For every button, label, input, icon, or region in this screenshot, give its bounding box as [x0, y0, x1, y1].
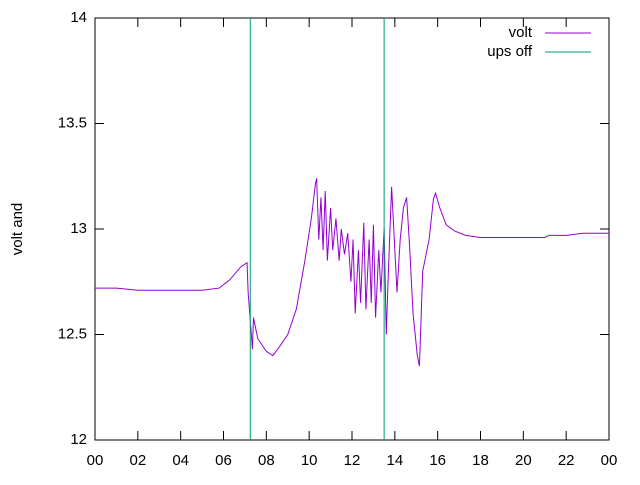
y-axis-label: volt and — [9, 203, 26, 256]
x-tick-label: 20 — [515, 452, 532, 469]
x-tick-label: 02 — [129, 452, 146, 469]
legend-label: ups off — [487, 43, 533, 60]
x-tick-label: 18 — [472, 452, 489, 469]
x-tick-label: 08 — [258, 452, 275, 469]
y-tick-label: 13.5 — [58, 114, 87, 131]
x-tick-label: 00 — [601, 452, 618, 469]
x-tick-label: 12 — [344, 452, 361, 469]
x-tick-label: 04 — [172, 452, 189, 469]
x-tick-label: 10 — [301, 452, 318, 469]
x-tick-label: 00 — [87, 452, 104, 469]
series-line — [249, 18, 385, 440]
x-tick-label: 14 — [386, 452, 403, 469]
legend-label: volt — [509, 24, 533, 41]
y-tick-label: 12.5 — [58, 325, 87, 342]
x-tick-label: 22 — [558, 452, 575, 469]
y-tick-label: 13 — [70, 220, 87, 237]
y-tick-label: 14 — [70, 9, 87, 26]
y-tick-label: 12 — [70, 431, 87, 448]
series-line — [95, 178, 609, 367]
x-tick-label: 06 — [215, 452, 232, 469]
x-tick-label: 16 — [429, 452, 446, 469]
plot-frame — [94, 17, 610, 441]
